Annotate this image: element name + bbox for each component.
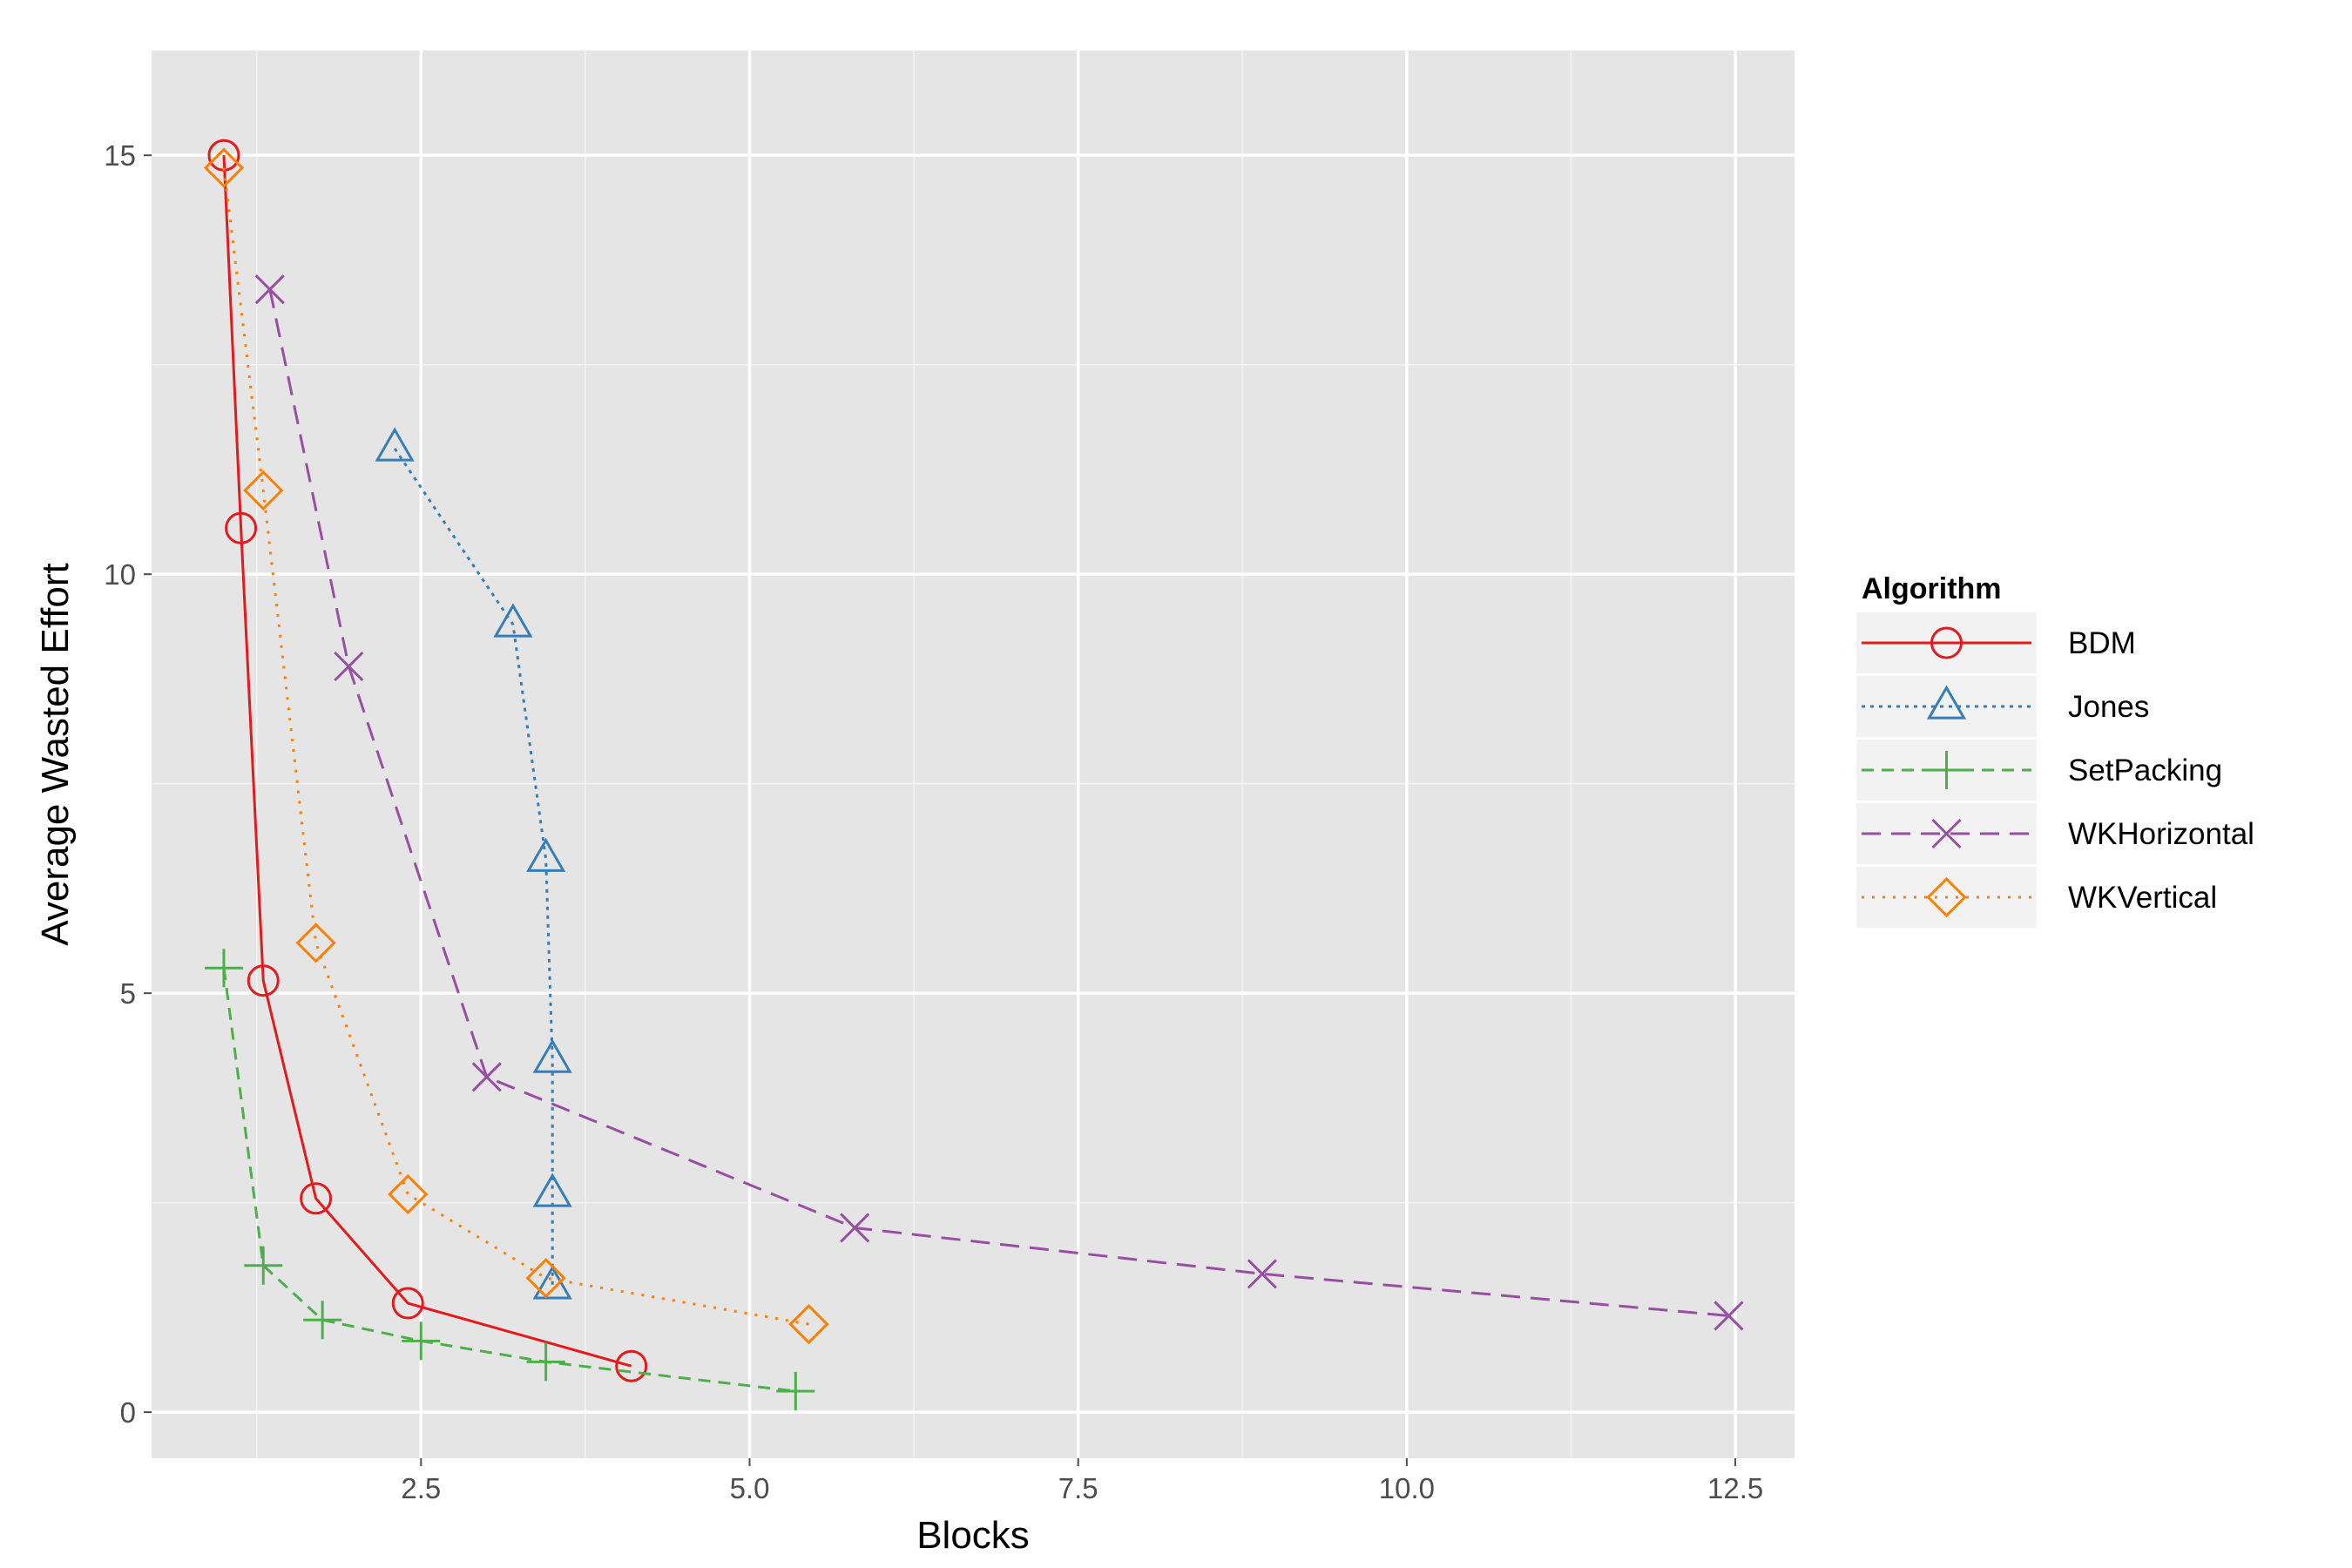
y-axis-title: Average Wasted Effort — [34, 563, 77, 945]
data-point — [391, 1287, 424, 1320]
data-point — [615, 1349, 648, 1382]
series-wkhorizontal — [254, 274, 1744, 1331]
series-setpacking — [204, 949, 815, 1411]
x-tick-label: 12.5 — [1707, 1472, 1763, 1504]
y-tick-label: 10 — [104, 558, 136, 591]
x-tick-label: 2.5 — [401, 1472, 441, 1504]
legend-item-setpacking: SetPacking — [1856, 740, 2222, 801]
data-point — [388, 1173, 429, 1215]
data-point — [776, 1372, 815, 1411]
series-wkvertical — [203, 147, 829, 1345]
legend-label: WKVertical — [2068, 881, 2217, 915]
legend-item-bdm: BDM — [1856, 612, 2136, 673]
panel-background — [152, 51, 1794, 1458]
data-point — [204, 949, 243, 988]
series-line — [393, 448, 554, 1287]
data-point — [244, 1246, 283, 1285]
data-point — [303, 1301, 342, 1340]
data-point — [525, 1258, 566, 1299]
legend-key-marker — [1926, 685, 1967, 720]
x-axis: 2.5 5.0 7.5 10.0 12.5 — [401, 1458, 1763, 1504]
series-bdm — [207, 139, 648, 1382]
legend-item-wkvertical: WKVertical — [1856, 867, 2217, 928]
legend-key-marker — [1930, 626, 1963, 659]
y-tick-label: 5 — [120, 977, 136, 1010]
legend-label: BDM — [2068, 626, 2136, 660]
data-point — [334, 651, 364, 682]
data-point — [471, 1062, 502, 1092]
legend-key-marker — [1927, 751, 1966, 789]
data-point — [295, 923, 336, 963]
legend-items: BDM Jones SetPacking WKHorizontal WKVertical — [1856, 612, 2254, 928]
x-axis-title: Blocks — [916, 1514, 1030, 1557]
data-point — [1247, 1259, 1278, 1289]
data-point — [840, 1213, 870, 1243]
x-tick-label: 7.5 — [1058, 1472, 1098, 1504]
legend-title: Algorithm — [1862, 572, 2002, 605]
data-point — [493, 603, 533, 638]
data-point — [254, 274, 285, 305]
legend: Algorithm BDM Jones SetPacking WKHorizontal… — [1856, 572, 2254, 928]
series-layer — [203, 139, 1744, 1411]
data-point — [225, 511, 258, 544]
legend-label: Jones — [2068, 690, 2149, 724]
data-point — [300, 1182, 333, 1215]
x-tick-label: 5.0 — [730, 1472, 770, 1504]
y-axis: 0 5 10 15 — [104, 139, 152, 1429]
series-line — [222, 155, 632, 1368]
legend-key-marker — [1931, 818, 1962, 849]
data-point — [375, 427, 415, 462]
series-line — [268, 288, 1729, 1317]
data-point — [203, 147, 245, 188]
data-point — [402, 1321, 441, 1361]
data-point — [1713, 1301, 1744, 1331]
series-line — [222, 968, 796, 1393]
data-point — [526, 837, 566, 872]
legend-item-jones: Jones — [1856, 676, 2149, 737]
data-point — [247, 964, 280, 997]
y-tick-label: 0 — [120, 1396, 136, 1429]
major-gridlines — [152, 51, 1794, 1458]
legend-label: WKHorizontal — [2068, 817, 2254, 851]
minor-gridlines — [152, 51, 1794, 1458]
legend-item-wkhorizontal: WKHorizontal — [1856, 803, 2254, 864]
legend-key-marker — [1926, 876, 1967, 918]
data-point — [532, 1038, 572, 1073]
y-tick-label: 15 — [104, 139, 136, 172]
x-tick-label: 10.0 — [1379, 1472, 1435, 1504]
legend-key-background — [1856, 676, 2037, 737]
data-point — [532, 1173, 572, 1207]
legend-label: SetPacking — [2068, 754, 2222, 787]
data-point — [788, 1303, 829, 1345]
data-point — [526, 1342, 565, 1382]
data-point — [243, 470, 284, 511]
